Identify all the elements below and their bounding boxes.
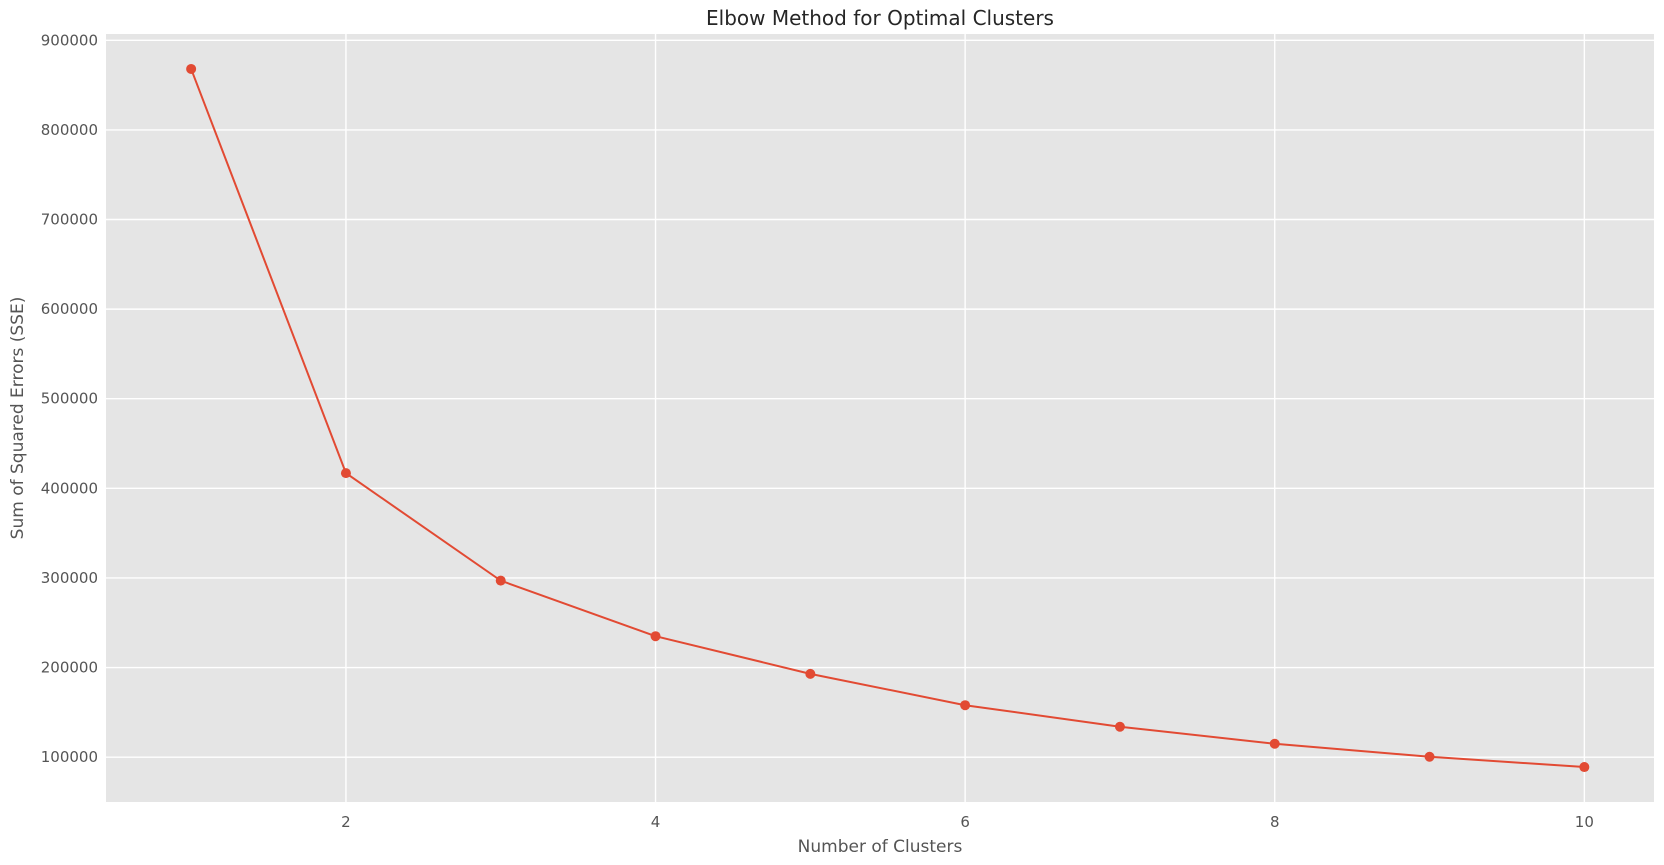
x-tick-label: 4 xyxy=(651,813,661,831)
y-tick-label: 100000 xyxy=(41,748,98,766)
y-tick-label: 200000 xyxy=(41,659,98,677)
data-point xyxy=(1579,762,1590,773)
grid-lines xyxy=(106,34,1654,802)
plot-area xyxy=(106,34,1654,802)
series-layer xyxy=(186,63,1590,773)
series-line xyxy=(190,68,1585,769)
y-axis-label: Sum of Squared Errors (SSE) xyxy=(8,297,28,540)
x-axis-label: Number of Clusters xyxy=(798,837,963,857)
x-tick-label: 8 xyxy=(1270,813,1280,831)
data-point xyxy=(650,631,661,642)
y-tick-label: 600000 xyxy=(41,300,98,318)
data-point xyxy=(495,575,506,586)
data-point xyxy=(1269,738,1280,749)
y-tick-label: 400000 xyxy=(41,479,98,497)
y-tick-label: 500000 xyxy=(41,390,98,408)
chart-title: Elbow Method for Optimal Clusters xyxy=(706,6,1054,30)
data-point xyxy=(1424,751,1435,762)
data-point xyxy=(186,63,197,74)
x-tick-label: 2 xyxy=(341,813,351,831)
data-point xyxy=(805,668,816,679)
tick-labels: 100000 200000 300000 400000 500000 600000 7000… xyxy=(41,31,1594,831)
data-point xyxy=(960,700,971,711)
y-tick-label: 700000 xyxy=(41,211,98,229)
y-tick-label: 800000 xyxy=(41,121,98,139)
x-tick-label: 6 xyxy=(960,813,970,831)
y-tick-label: 900000 xyxy=(41,31,98,49)
y-tick-label: 300000 xyxy=(41,569,98,587)
data-point xyxy=(1114,721,1125,732)
x-tick-label: 10 xyxy=(1575,813,1594,831)
data-point xyxy=(340,468,351,479)
